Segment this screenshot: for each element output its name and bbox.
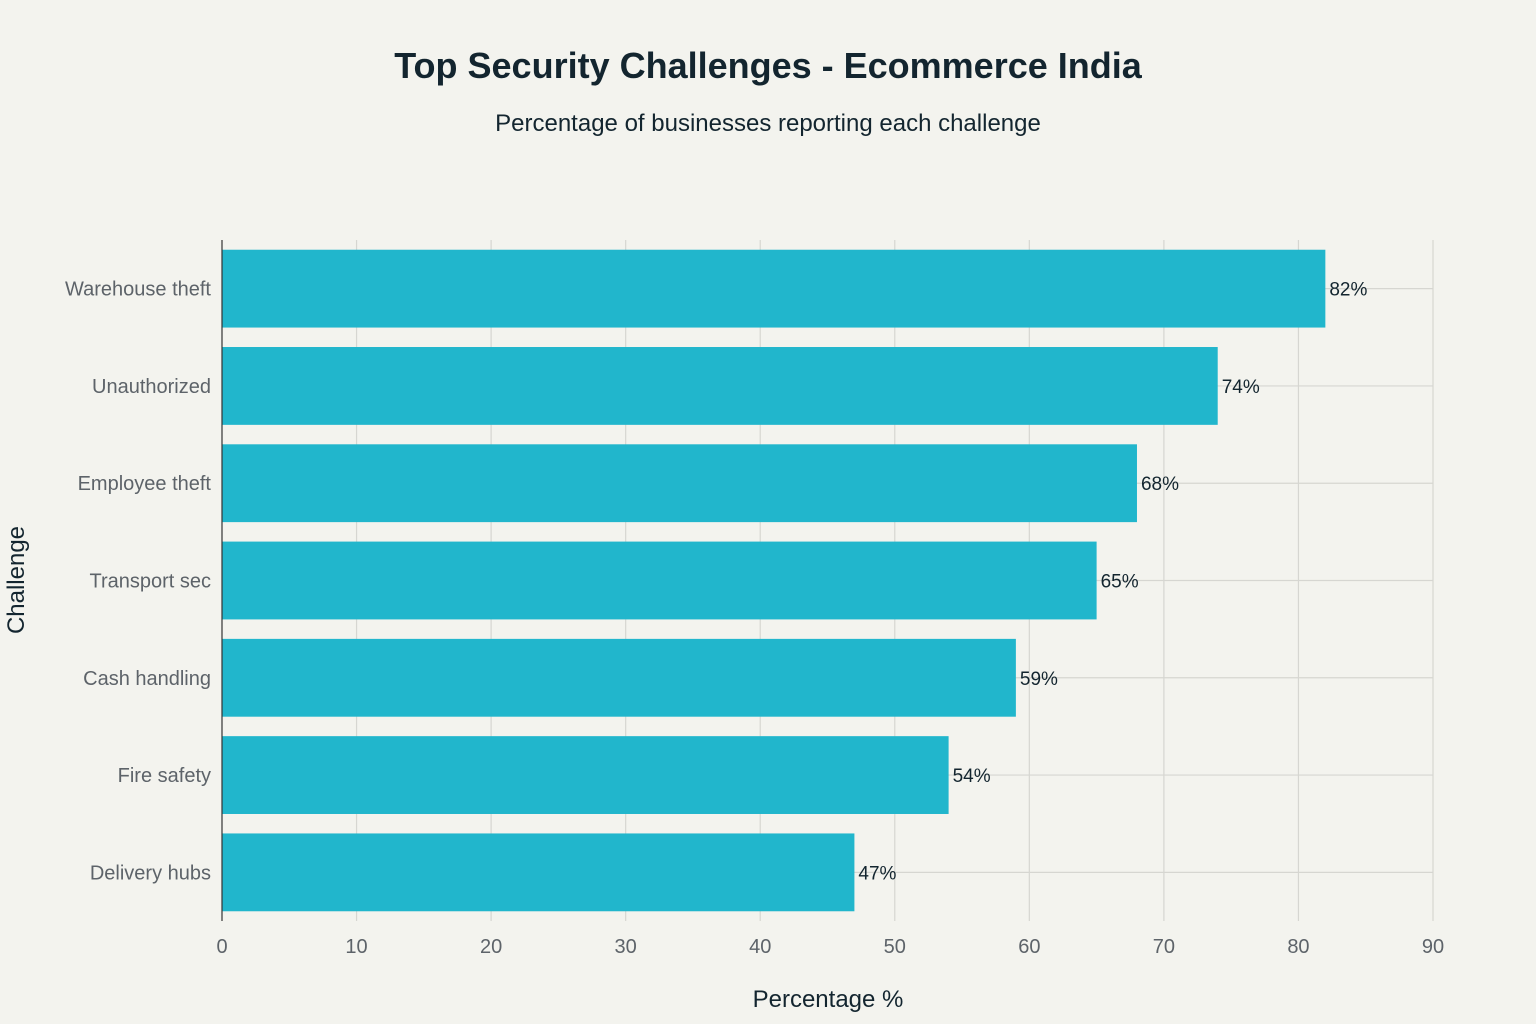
x-tick-labels: 0 10 20 30 40 50 60 70 80 90 xyxy=(216,936,1444,958)
category-label: Transport sec xyxy=(89,571,211,593)
bar xyxy=(222,638,1016,717)
chart-title: Top Security Challenges - Ecommerce Indi… xyxy=(394,45,1143,86)
bar xyxy=(222,541,1097,620)
category-label: Cash handling xyxy=(83,668,211,690)
x-tick-label: 40 xyxy=(749,936,771,958)
x-tick-label: 60 xyxy=(1018,936,1040,958)
x-tick-label: 10 xyxy=(345,936,367,958)
bar xyxy=(222,347,1218,425)
x-axis-title: Percentage % xyxy=(753,986,904,1013)
category-label: Delivery hubs xyxy=(90,862,211,884)
bar xyxy=(222,444,1137,523)
x-tick-label: 30 xyxy=(615,936,637,958)
data-labels: 82% 74% 68% 65% 59% 54% 47% xyxy=(858,280,1367,885)
bar-value-label: 82% xyxy=(1329,280,1367,301)
category-label: Employee theft xyxy=(78,473,212,495)
bar-value-label: 54% xyxy=(953,766,991,787)
bar-value-label: 59% xyxy=(1020,669,1058,690)
bar-value-label: 47% xyxy=(858,863,896,884)
x-tick-label: 90 xyxy=(1422,936,1444,958)
bar xyxy=(222,736,949,814)
bar-value-label: 74% xyxy=(1222,377,1260,398)
x-tick-label: 0 xyxy=(216,936,227,958)
bar-value-label: 68% xyxy=(1141,474,1179,495)
x-tick-label: 20 xyxy=(480,936,502,958)
x-tick-label: 50 xyxy=(884,936,906,958)
x-tick-label: 80 xyxy=(1287,936,1309,958)
category-label: Unauthorized xyxy=(92,376,211,398)
x-tick-label: 70 xyxy=(1153,936,1175,958)
category-label: Fire safety xyxy=(118,765,211,787)
bars xyxy=(222,249,1326,912)
bar xyxy=(222,833,855,912)
category-labels: Warehouse theft Unauthorized Employee thef… xyxy=(65,279,211,885)
chart-subtitle: Percentage of businesses reporting each … xyxy=(495,110,1041,137)
category-label: Warehouse theft xyxy=(65,279,211,301)
bar-value-label: 65% xyxy=(1101,572,1139,593)
bar xyxy=(222,249,1326,328)
y-axis-title: Challenge xyxy=(3,526,30,634)
